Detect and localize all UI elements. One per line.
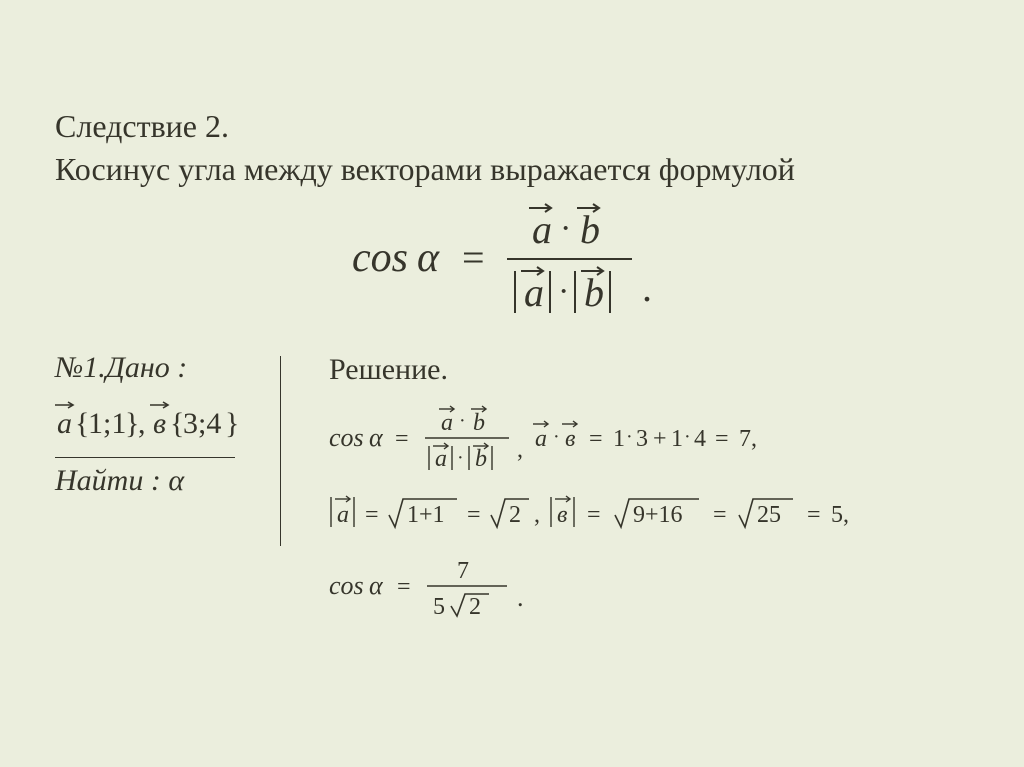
solution-line-3: cos α = 7 5 2 . <box>329 550 969 627</box>
svg-text:α: α <box>369 423 384 452</box>
solution-title: Решение. <box>329 353 969 387</box>
given-separator <box>55 457 235 458</box>
solution-line-2: a = 1+1 = 2 , <box>329 487 969 542</box>
svg-text:=: = <box>365 502 379 528</box>
svg-text:9+16: 9+16 <box>633 502 683 528</box>
heading-line-2: Косинус угла между векторами выражается … <box>55 151 795 187</box>
svg-text:5,: 5, <box>831 502 849 528</box>
svg-text:·: · <box>626 426 633 448</box>
svg-text:2: 2 <box>509 502 521 528</box>
svg-text:=: = <box>462 235 485 280</box>
svg-text:a: a <box>532 207 552 252</box>
formula-svg: cos α = a · b a <box>332 201 692 321</box>
svg-text:a: a <box>524 270 544 315</box>
heading: Следствие 2. Косинус угла между векторам… <box>55 105 969 191</box>
svg-text:=: = <box>587 502 601 528</box>
solution-line-1: cos α = a · b a <box>329 402 969 479</box>
column-divider <box>280 356 281 546</box>
svg-text:b: b <box>580 207 600 252</box>
svg-text:1: 1 <box>671 426 683 452</box>
svg-text:=: = <box>467 502 481 528</box>
svg-text:,: , <box>534 502 540 528</box>
main-formula: cos α = a · b a <box>55 201 969 326</box>
svg-text:·: · <box>684 426 691 448</box>
svg-text:,: , <box>138 407 146 440</box>
svg-text:b: b <box>475 446 487 472</box>
slide-content: Следствие 2. Косинус угла между векторам… <box>0 0 1024 675</box>
svg-text:a: a <box>57 407 72 440</box>
svg-text:a: a <box>535 426 547 452</box>
svg-text:α: α <box>417 235 440 281</box>
svg-text:1+1: 1+1 <box>407 502 445 528</box>
given-title: №1.Дано : <box>55 351 272 385</box>
svg-text:2: 2 <box>469 594 481 620</box>
svg-text:·: · <box>558 273 569 310</box>
svg-text:·: · <box>457 447 464 469</box>
svg-text:·: · <box>459 410 466 432</box>
heading-line-1: Следствие 2. <box>55 108 229 144</box>
given-column: №1.Дано : a { 1;1 } , в { <box>55 351 272 635</box>
svg-text:=: = <box>589 426 603 452</box>
problem-body: №1.Дано : a { 1;1 } , в { <box>55 351 969 635</box>
svg-text:a: a <box>337 502 349 528</box>
svg-text:cos: cos <box>329 571 364 600</box>
svg-text:7,: 7, <box>739 426 757 452</box>
svg-text:a: a <box>441 410 453 436</box>
svg-text:·: · <box>560 210 571 247</box>
given-vectors: a { 1;1 } , в { 3;4 } <box>55 399 272 449</box>
svg-text:=: = <box>713 502 727 528</box>
svg-text:.: . <box>517 583 524 612</box>
svg-text:=: = <box>395 426 409 452</box>
svg-text:=: = <box>397 574 411 600</box>
svg-text:.: . <box>642 265 652 310</box>
solution-column: Решение. cos α = a · b <box>299 351 969 635</box>
svg-text:b: b <box>584 270 604 315</box>
svg-text:5: 5 <box>433 594 445 620</box>
svg-text:7: 7 <box>457 558 469 584</box>
svg-text:+: + <box>653 426 667 452</box>
svg-text:3;4: 3;4 <box>183 407 221 440</box>
svg-text:=: = <box>807 502 821 528</box>
svg-text:25: 25 <box>757 502 781 528</box>
svg-text:4: 4 <box>694 426 706 452</box>
given-find: Найти : α <box>55 464 272 498</box>
svg-text:cos: cos <box>352 235 408 281</box>
svg-text:α: α <box>369 571 384 600</box>
svg-text:cos: cos <box>329 423 364 452</box>
svg-text:1;1: 1;1 <box>88 407 126 440</box>
svg-text:b: b <box>473 410 485 436</box>
svg-text:в: в <box>557 502 567 528</box>
svg-text:в: в <box>565 426 575 452</box>
svg-text:1: 1 <box>613 426 625 452</box>
svg-text:3: 3 <box>636 426 648 452</box>
svg-text:в: в <box>153 407 166 440</box>
svg-text:=: = <box>715 426 729 452</box>
svg-text:a: a <box>435 446 447 472</box>
svg-text:,: , <box>517 437 523 463</box>
svg-text:·: · <box>553 426 560 448</box>
svg-text:}: } <box>225 407 239 440</box>
